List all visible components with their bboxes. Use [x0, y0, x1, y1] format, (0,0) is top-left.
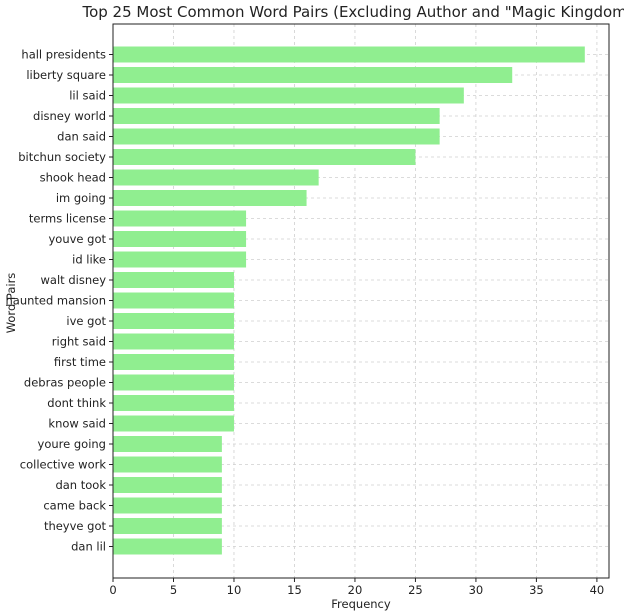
y-tick-label: collective work [20, 458, 107, 472]
x-tick-label: 10 [227, 583, 242, 597]
y-tick-label: haunted mansion [5, 294, 106, 308]
y-tick-label: shook head [40, 171, 106, 185]
y-tick-label: dan took [55, 478, 106, 492]
x-tick-labels: 0 5 10 15 20 25 30 35 40 [109, 577, 609, 597]
y-tick-label: dan lil [71, 540, 106, 554]
bar [113, 518, 222, 534]
bar [113, 313, 234, 329]
y-tick-label: liberty square [26, 68, 106, 82]
x-tick-label: 30 [469, 583, 484, 597]
bar [113, 477, 222, 493]
bar [113, 210, 247, 227]
bars [113, 46, 585, 555]
y-tick-label: theyve got [44, 519, 107, 533]
x-tick-label: 15 [287, 583, 302, 597]
bar [113, 538, 222, 555]
y-axis-label: Word Pairs [4, 273, 18, 334]
y-tick-label: bitchun society [18, 150, 106, 164]
y-tick-label: first time [54, 355, 106, 369]
chart-title: Top 25 Most Common Word Pairs (Excluding… [81, 3, 624, 21]
bar [113, 436, 222, 452]
bar [113, 67, 513, 83]
y-tick-label: youve got [48, 232, 106, 246]
x-tick-label: 25 [408, 583, 423, 597]
bar [113, 108, 440, 124]
grid-lines [112, 24, 609, 578]
x-tick-label: 20 [348, 583, 363, 597]
y-tick-label: terms license [29, 212, 106, 226]
bar [113, 251, 247, 268]
bar [113, 149, 416, 165]
x-axis-label: Frequency [331, 597, 391, 611]
y-tick-label: lil said [69, 89, 106, 103]
y-tick-label: came back [43, 499, 106, 513]
bar [113, 374, 234, 391]
x-tick-label: 35 [529, 583, 544, 597]
y-tick-label: youre going [38, 437, 106, 451]
y-tick-label: walt disney [41, 273, 107, 287]
bar [113, 128, 440, 145]
plot-frame [112, 23, 610, 579]
bar [113, 497, 222, 514]
bar [113, 169, 319, 186]
bar [113, 354, 234, 370]
y-tick-label: dont think [47, 396, 106, 410]
bar [113, 395, 234, 411]
y-tick-label: debras people [24, 376, 106, 390]
y-tick-labels: hall presidents liberty square lil said dis… [5, 24, 114, 578]
x-tick-label: 0 [109, 583, 116, 597]
y-tick-label: ive got [66, 314, 106, 328]
bar [113, 333, 234, 350]
bar [113, 231, 247, 247]
bar [113, 292, 234, 309]
y-tick-label: know said [48, 417, 106, 431]
bar [113, 415, 234, 432]
bar [113, 456, 222, 473]
x-tick-label: 40 [590, 583, 605, 597]
y-tick-label: id like [72, 253, 106, 267]
bar [113, 87, 464, 104]
x-tick-label: 5 [170, 583, 177, 597]
bar [113, 190, 307, 206]
y-tick-label: right said [52, 335, 106, 349]
y-tick-label: hall presidents [21, 48, 106, 62]
y-tick-label: im going [56, 191, 106, 205]
bar [113, 46, 585, 63]
bar [113, 272, 234, 288]
y-tick-label: dan said [57, 130, 106, 144]
y-tick-label: disney world [33, 109, 106, 123]
